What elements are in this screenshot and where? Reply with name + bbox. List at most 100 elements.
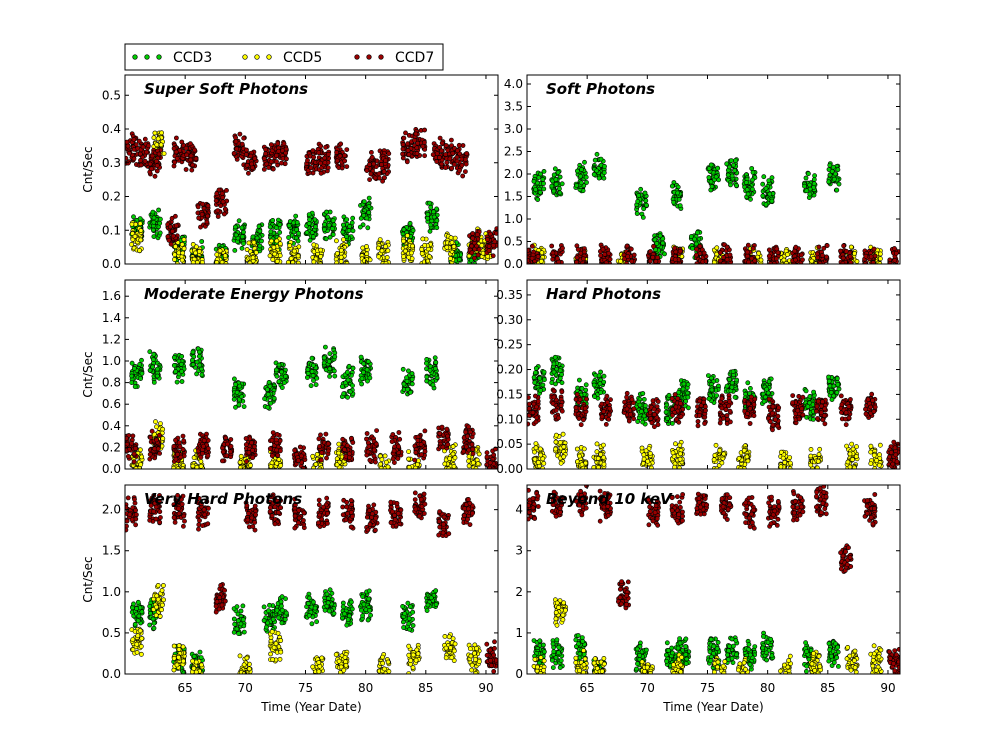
data-point xyxy=(261,156,267,161)
data-point xyxy=(410,243,415,249)
data-point xyxy=(205,453,211,459)
data-point xyxy=(249,440,254,446)
data-point xyxy=(310,373,316,378)
data-point xyxy=(364,215,370,221)
data-point xyxy=(397,436,403,442)
point-cluster xyxy=(448,240,463,264)
data-point xyxy=(591,171,597,177)
data-point xyxy=(836,181,842,187)
data-point xyxy=(268,463,274,469)
data-point xyxy=(294,227,299,233)
y-tick-label: 0.3 xyxy=(102,156,121,170)
point-cluster xyxy=(484,446,498,469)
data-point xyxy=(582,249,587,255)
data-point xyxy=(269,238,274,244)
data-point xyxy=(484,454,490,460)
data-point xyxy=(220,195,226,200)
data-point xyxy=(151,379,157,385)
data-point xyxy=(731,162,736,168)
point-cluster xyxy=(717,242,734,264)
data-point xyxy=(383,244,388,249)
data-point xyxy=(359,381,364,387)
data-point xyxy=(222,253,228,259)
data-point xyxy=(147,349,153,355)
data-point xyxy=(578,180,584,186)
data-point xyxy=(233,232,239,238)
data-point xyxy=(316,436,322,442)
data-point xyxy=(745,242,751,248)
data-point xyxy=(205,213,210,219)
data-point xyxy=(257,243,263,249)
data-point xyxy=(175,451,180,457)
data-point xyxy=(231,396,237,402)
point-cluster xyxy=(430,135,446,170)
data-point xyxy=(138,162,144,168)
data-point xyxy=(318,457,324,463)
data-point xyxy=(367,457,373,463)
data-point xyxy=(607,256,613,262)
data-point xyxy=(634,211,640,216)
data-point xyxy=(443,165,448,170)
data-point xyxy=(337,153,343,159)
data-point xyxy=(555,255,560,261)
data-point xyxy=(821,245,827,251)
point-cluster xyxy=(705,162,721,193)
data-point xyxy=(179,241,185,247)
data-point xyxy=(364,431,370,436)
data-point xyxy=(427,200,432,206)
point-cluster xyxy=(467,228,482,261)
data-point xyxy=(364,244,369,249)
data-point xyxy=(179,353,185,359)
data-point xyxy=(792,248,797,254)
data-point xyxy=(824,243,830,248)
data-point xyxy=(227,449,233,455)
point-cluster xyxy=(340,214,356,247)
data-point xyxy=(147,161,153,167)
point-cluster xyxy=(304,355,320,389)
point-cluster xyxy=(286,213,301,246)
data-point xyxy=(277,222,283,228)
data-point xyxy=(239,225,245,231)
data-point xyxy=(378,465,384,469)
data-point xyxy=(385,248,391,254)
data-point xyxy=(188,153,194,159)
data-point xyxy=(820,252,825,258)
data-point xyxy=(147,451,153,457)
data-point xyxy=(367,162,372,167)
data-point xyxy=(445,433,450,439)
data-point xyxy=(527,258,531,263)
point-cluster xyxy=(634,186,649,220)
data-point xyxy=(365,359,371,364)
data-point xyxy=(307,217,312,222)
data-point xyxy=(196,353,202,359)
data-point xyxy=(157,220,163,226)
point-cluster xyxy=(694,243,709,264)
point-cluster xyxy=(195,431,211,460)
point-cluster xyxy=(646,243,662,264)
data-point xyxy=(603,260,609,264)
point-cluster xyxy=(183,141,199,173)
data-point xyxy=(334,250,340,256)
data-point xyxy=(215,208,221,213)
point-cluster xyxy=(291,444,308,469)
point-cluster xyxy=(741,166,758,202)
data-point xyxy=(348,435,354,441)
data-point xyxy=(600,247,606,252)
data-point xyxy=(811,181,817,187)
data-point xyxy=(291,248,297,254)
data-point xyxy=(383,158,388,163)
data-point xyxy=(466,424,471,430)
data-point xyxy=(204,219,210,225)
data-point xyxy=(644,202,649,208)
point-cluster xyxy=(321,209,337,242)
data-point xyxy=(314,375,320,381)
data-point xyxy=(386,151,392,156)
data-point xyxy=(180,446,186,452)
data-point xyxy=(253,250,259,255)
data-point xyxy=(295,238,301,244)
data-point xyxy=(322,344,328,350)
data-point xyxy=(870,260,876,264)
data-point xyxy=(724,244,730,250)
data-point xyxy=(173,149,179,155)
